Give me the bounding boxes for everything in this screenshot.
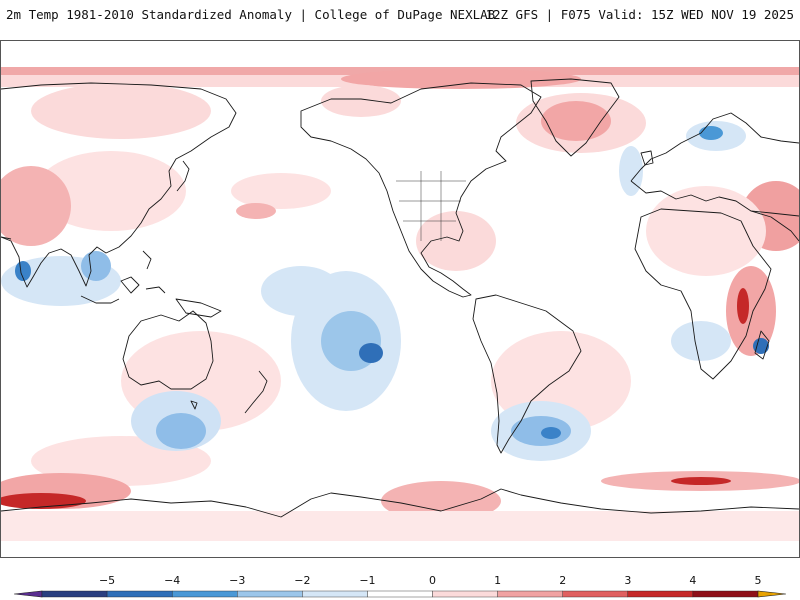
coastline-british-isles bbox=[640, 150, 654, 166]
colorbar: −5 −4 −3 −2 −1 0 1 2 3 4 5 bbox=[14, 570, 786, 600]
state-borders bbox=[396, 171, 466, 241]
colorbar-graphic: −5 −4 −3 −2 −1 0 1 2 3 4 5 bbox=[14, 574, 786, 598]
anomaly-shading bbox=[1, 67, 799, 541]
colorbar-segment bbox=[237, 590, 303, 598]
coastline-new-zealand bbox=[244, 370, 268, 414]
anomaly-north-pacific bbox=[236, 203, 276, 219]
coastline-madagascar bbox=[754, 330, 770, 360]
anomaly-alaska bbox=[321, 85, 401, 117]
colorbar-segment bbox=[171, 590, 238, 598]
colorbar-segment bbox=[627, 590, 694, 598]
colorbar-tick-label: −4 bbox=[164, 574, 180, 587]
anomaly-madagascar bbox=[753, 338, 769, 354]
anomaly-central-pacific-light bbox=[261, 266, 341, 316]
anomaly-southern-africa bbox=[671, 321, 731, 361]
anomaly-siberia-light bbox=[31, 83, 211, 139]
coastlines bbox=[1, 78, 799, 518]
colorbar-segment bbox=[106, 590, 173, 598]
colorbar-segment bbox=[302, 590, 368, 598]
colorbar-tick-label: 2 bbox=[559, 574, 566, 587]
anomaly-india-core bbox=[15, 261, 31, 281]
colorbar-segment bbox=[562, 590, 629, 598]
colorbar-tick-label: 3 bbox=[624, 574, 631, 587]
coastline-new-guinea bbox=[175, 298, 222, 318]
anomaly-southeast-asia bbox=[81, 251, 111, 281]
coastline-greenland bbox=[530, 78, 620, 157]
header: 2m Temp 1981-2010 Standardized Anomaly |… bbox=[0, 0, 800, 38]
anomaly-south-atlantic-cold bbox=[511, 416, 571, 446]
coastline-asia bbox=[1, 82, 237, 288]
coastline-south-america bbox=[472, 294, 582, 454]
anomaly-antarctic-light bbox=[1, 511, 799, 541]
anomaly-arctic-canada bbox=[341, 69, 581, 89]
colorbar-segment bbox=[432, 590, 498, 598]
coastline-india-west bbox=[1, 236, 12, 240]
anomaly-map bbox=[0, 40, 800, 558]
colorbar-tick-label: −5 bbox=[99, 574, 115, 587]
colorbar-tick-label: −2 bbox=[294, 574, 310, 587]
map-title: 2m Temp 1981-2010 Standardized Anomaly |… bbox=[6, 7, 496, 22]
colorbar-arrow-high bbox=[757, 590, 786, 598]
coastline-tasmania bbox=[190, 400, 198, 410]
coastline-borneo bbox=[120, 276, 140, 294]
coastline-japan bbox=[176, 160, 190, 192]
colorbar-segment bbox=[41, 590, 108, 598]
coastline-sulawesi bbox=[145, 286, 166, 294]
colorbar-tick-label: 0 bbox=[429, 574, 436, 587]
colorbar-segment bbox=[367, 590, 433, 598]
anomaly-eastern-atlantic bbox=[619, 146, 643, 196]
model-run-info: 12Z GFS | F075 Valid: 15Z WED NOV 19 202… bbox=[485, 7, 794, 22]
anomaly-north-pacific-light bbox=[231, 173, 331, 209]
anomaly-south-pacific-core bbox=[359, 343, 383, 363]
anomaly-scandinavia bbox=[699, 126, 723, 140]
anomaly-central-asia bbox=[1, 166, 71, 246]
anomaly-north-africa-light bbox=[646, 186, 766, 276]
anomaly-south-of-australia bbox=[156, 413, 206, 449]
colorbar-arrow-low bbox=[14, 590, 43, 598]
map-canvas bbox=[1, 41, 799, 557]
coastline-arabia bbox=[750, 210, 799, 242]
coastline-mediterranean bbox=[630, 180, 799, 217]
anomaly-us-southeast bbox=[416, 211, 496, 271]
colorbar-segment bbox=[692, 590, 759, 598]
anomaly-greenland bbox=[541, 101, 611, 141]
coastline-sumatra-java bbox=[80, 295, 120, 304]
anomaly-antarctica-east-core bbox=[671, 477, 731, 485]
anomaly-east-asia-light bbox=[36, 151, 186, 231]
coastline-africa bbox=[634, 208, 772, 380]
colorbar-tick-label: −1 bbox=[359, 574, 375, 587]
coastline-north-america bbox=[300, 82, 542, 298]
coastline-antarctica bbox=[1, 488, 799, 518]
coastline-europe bbox=[630, 112, 799, 182]
anomaly-east-africa-core bbox=[737, 288, 749, 324]
anomaly-south-atlantic-core bbox=[541, 427, 561, 439]
colorbar-tick-label: 4 bbox=[689, 574, 696, 587]
colorbar-tick-label: 1 bbox=[494, 574, 501, 587]
colorbar-tick-label: −3 bbox=[229, 574, 245, 587]
colorbar-tick-label: 5 bbox=[755, 574, 762, 587]
coastline-australia bbox=[122, 310, 214, 390]
coastline-philippines bbox=[142, 250, 152, 270]
colorbar-segment bbox=[497, 590, 563, 598]
